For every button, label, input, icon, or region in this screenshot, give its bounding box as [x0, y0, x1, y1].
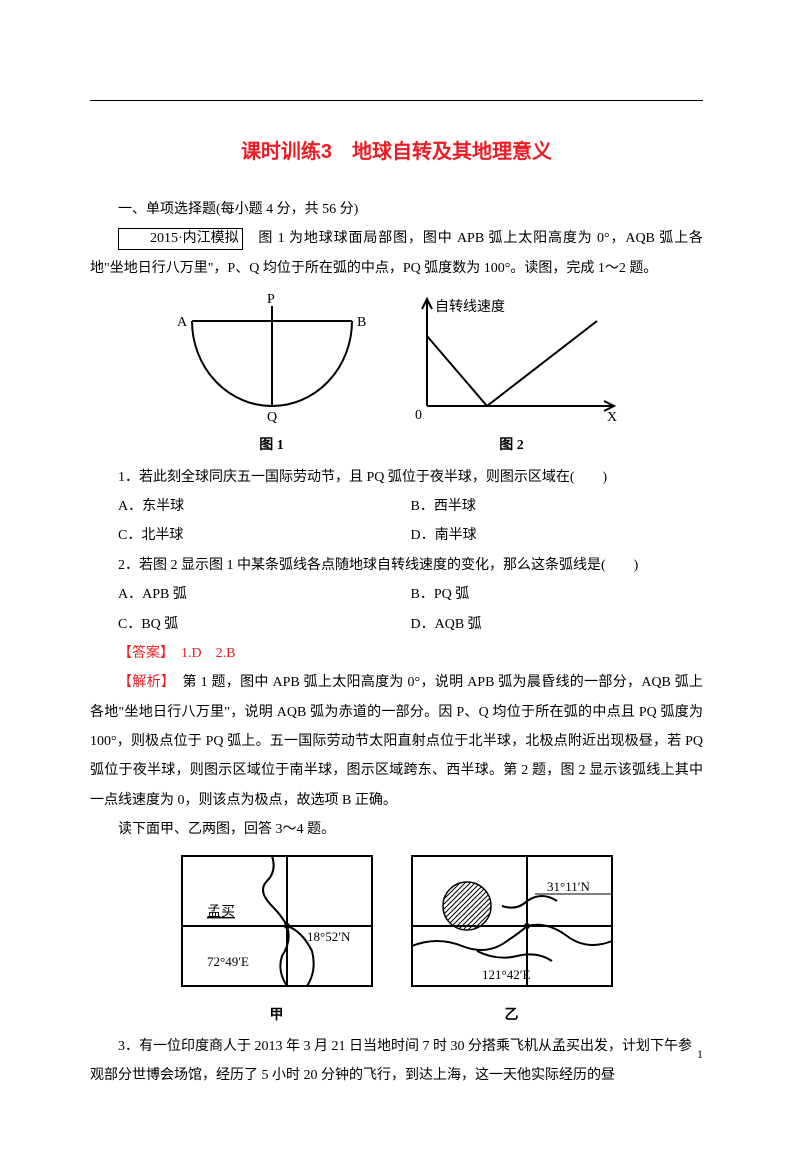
figure-1-svg: P A B Q	[167, 291, 377, 431]
map2-lat: 31°11′N	[547, 879, 591, 894]
answer-text: 1.D 2.B	[167, 646, 235, 661]
q3-stem: 3．有一位印度商人于 2013 年 3 月 21 日当地时间 7 时 30 分搭…	[90, 1032, 703, 1091]
map1-caption: 甲	[270, 1001, 284, 1030]
q2-stem: 2．若图 2 显示图 1 中某条弧线各点随地球自转线速度的变化，那么这条弧线是(…	[90, 551, 703, 580]
fig2-origin: 0	[415, 408, 422, 423]
label-A: A	[177, 315, 188, 330]
map1-lat: 18°52′N	[307, 929, 351, 944]
explain-label: 【解析】	[118, 675, 168, 690]
figure-2-svg: 自转线速度 0 X	[397, 291, 627, 431]
map2-lon: 121°42′E	[482, 967, 531, 982]
figure-2-caption: 图 2	[499, 431, 524, 460]
figure-2: 自转线速度 0 X 图 2	[397, 291, 627, 460]
q1-options-row2: C．北半球 D．南半球	[90, 521, 703, 550]
intro-2: 读下面甲、乙两图，回答 3～4 题。	[90, 815, 703, 844]
fig2-xlabel: X	[607, 410, 617, 425]
header-rule	[90, 100, 703, 101]
maps-row: 孟买 18°52′N 72°49′E 甲	[90, 851, 703, 1030]
intro-paragraph: 2015·内江模拟 图 1 为地球球面局部图，图中 APB 弧上太阳高度为 0°…	[90, 224, 703, 283]
figure-1: P A B Q 图 1	[167, 291, 377, 460]
map1-lon: 72°49′E	[207, 954, 249, 969]
label-B: B	[357, 315, 366, 330]
page-root: 课时训练3 地球自转及其地理意义 一、单项选择题(每小题 4 分，共 56 分)…	[0, 0, 793, 1151]
q2-options-row1: A．APB 弧 B．PQ 弧	[90, 580, 703, 609]
q1-optC: C．北半球	[90, 521, 411, 550]
q1-optB: B．西半球	[411, 492, 704, 521]
section-heading: 一、单项选择题(每小题 4 分，共 56 分)	[90, 195, 703, 224]
q2-optD: D．AQB 弧	[411, 610, 704, 639]
map1-city: 孟买	[207, 904, 235, 920]
answer-line: 【答案】 1.D 2.B	[90, 639, 703, 668]
map2-svg: 31°11′N 121°42′E	[407, 851, 617, 1001]
q1-options-row1: A．东半球 B．西半球	[90, 492, 703, 521]
source-tag: 2015·内江模拟	[118, 228, 243, 250]
explain-text: 第 1 题，图中 APB 弧上太阳高度为 0°，说明 APB 弧为晨昏线的一部分…	[90, 675, 703, 808]
q2-optC: C．BQ 弧	[90, 610, 411, 639]
map2-caption: 乙	[505, 1001, 519, 1030]
q2-options-row2: C．BQ 弧 D．AQB 弧	[90, 610, 703, 639]
page-number: 1	[697, 1047, 703, 1062]
q2-optA: A．APB 弧	[90, 580, 411, 609]
explanation: 【解析】 第 1 题，图中 APB 弧上太阳高度为 0°，说明 APB 弧为晨昏…	[90, 668, 703, 815]
answer-label: 【答案】	[118, 646, 167, 661]
map1-svg: 孟买 18°52′N 72°49′E	[177, 851, 377, 1001]
label-Q: Q	[267, 410, 277, 425]
q1-stem: 1．若此刻全球同庆五一国际劳动节，且 PQ 弧位于夜半球，则图示区域在( )	[90, 463, 703, 492]
lesson-title: 课时训练3 地球自转及其地理意义	[90, 131, 703, 173]
q1-optD: D．南半球	[411, 521, 704, 550]
q1-optA: A．东半球	[90, 492, 411, 521]
label-P: P	[267, 292, 275, 307]
map-乙: 31°11′N 121°42′E 乙	[407, 851, 617, 1030]
q2-optB: B．PQ 弧	[411, 580, 704, 609]
map-甲: 孟买 18°52′N 72°49′E 甲	[177, 851, 377, 1030]
figures-row-1: P A B Q 图 1 自转线速度 0 X 图 2	[90, 291, 703, 460]
figure-1-caption: 图 1	[259, 431, 284, 460]
fig2-ylabel: 自转线速度	[435, 299, 505, 315]
